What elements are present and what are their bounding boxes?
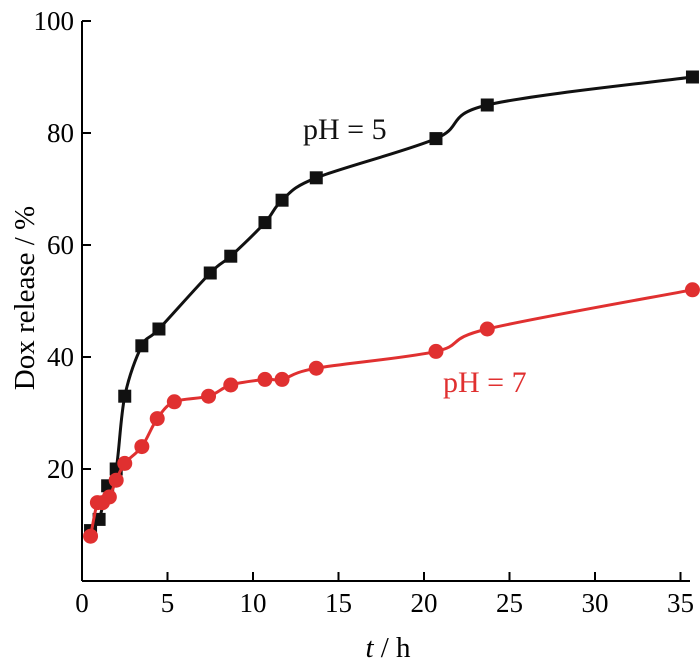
data-point-square	[258, 216, 272, 230]
x-tick-label: 35	[667, 588, 694, 618]
x-tick-label: 20	[411, 588, 438, 618]
data-point-circle	[166, 394, 182, 410]
x-tick-label: 30	[582, 588, 609, 618]
data-point-square	[309, 171, 323, 185]
x-tick-label: 15	[325, 588, 352, 618]
x-tick-label: 5	[161, 588, 175, 618]
data-point-circle	[83, 528, 99, 544]
data-point-circle	[149, 411, 165, 427]
series-layer	[83, 70, 700, 544]
data-point-square	[92, 512, 106, 526]
data-point-square	[685, 70, 699, 84]
series-label-ph7: pH = 7	[443, 366, 527, 399]
x-axis-title-variable: t	[365, 632, 374, 664]
y-tick-label: 60	[47, 230, 74, 260]
data-point-square	[480, 98, 494, 112]
axes	[81, 21, 690, 582]
data-point-square	[275, 193, 289, 207]
data-point-circle	[257, 371, 273, 387]
data-point-square	[152, 322, 166, 336]
series-label-ph5: pH = 5	[303, 113, 387, 146]
data-point-circle	[117, 455, 133, 471]
y-tick-label: 100	[34, 6, 75, 36]
y-axis-title: Dox release / %	[9, 206, 41, 390]
data-point-square	[224, 249, 238, 263]
data-point-circle	[134, 439, 150, 455]
x-tick-label: 0	[75, 588, 89, 618]
data-point-square	[429, 132, 443, 146]
data-point-circle	[308, 360, 324, 376]
data-point-circle	[684, 282, 700, 298]
data-point-square	[203, 266, 217, 280]
data-point-circle	[428, 343, 444, 359]
x-axis-title-unit: / h	[374, 632, 412, 664]
data-point-square	[118, 389, 132, 403]
series-0	[84, 70, 699, 538]
ticks: 0 5 10 15 20 25 30 35 20 40 60 80 100	[34, 6, 695, 618]
series-line	[89, 75, 693, 532]
data-point-circle	[201, 388, 217, 404]
data-point-circle	[274, 371, 290, 387]
series-1	[83, 282, 700, 544]
data-point-square	[135, 339, 149, 353]
y-tick-label: 20	[47, 454, 74, 484]
data-point-circle	[108, 472, 124, 488]
x-tick-label: 10	[240, 588, 267, 618]
y-tick-label: 40	[47, 342, 74, 372]
data-point-circle	[479, 321, 495, 337]
x-tick-label: 25	[496, 588, 523, 618]
data-point-circle	[101, 489, 117, 505]
x-axis-title: t / h	[365, 632, 411, 664]
series-line	[89, 288, 693, 537]
y-tick-label: 80	[47, 118, 74, 148]
data-point-circle	[223, 377, 239, 393]
